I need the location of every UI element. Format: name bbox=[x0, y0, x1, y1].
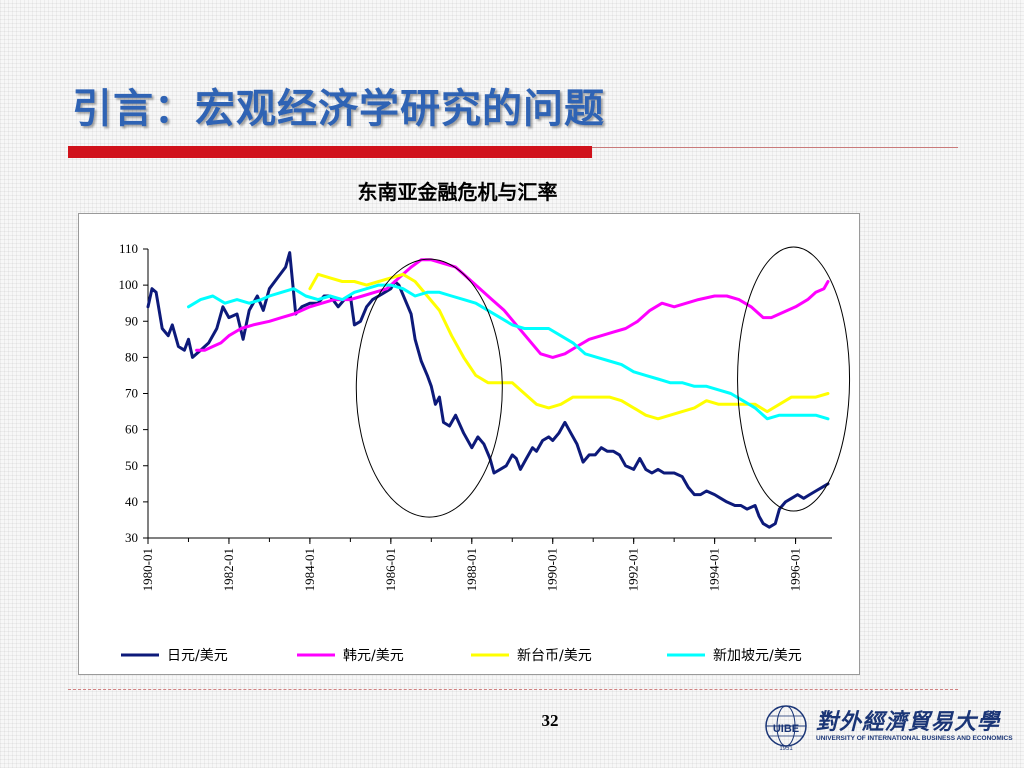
x-tick-label: 1980-01 bbox=[140, 548, 155, 591]
y-tick-label: 110 bbox=[119, 241, 138, 256]
footer-divider bbox=[68, 689, 958, 690]
emblem-year: 1951 bbox=[779, 746, 793, 752]
series-line-1 bbox=[195, 258, 830, 359]
y-tick-label: 50 bbox=[125, 458, 138, 473]
page-number: 32 bbox=[541, 711, 559, 730]
slide-title: 引言：宏观经济学研究的问题 bbox=[72, 86, 605, 132]
x-tick-label: 1990-01 bbox=[545, 548, 560, 591]
x-tick-label: 1994-01 bbox=[707, 548, 722, 591]
university-logo: UIBE 1951 對外經濟貿易大學 UNIVERSITY OF INTERNA… bbox=[760, 702, 1013, 752]
y-tick-label: 30 bbox=[125, 530, 138, 545]
x-tick-label: 1984-01 bbox=[302, 548, 317, 591]
chart-container: 110 100 90 80 70 60 50 40 30 1980-01 1982-01 1984-0… bbox=[78, 213, 860, 675]
y-tick-label: 60 bbox=[125, 422, 138, 437]
x-tick-label: 1992-01 bbox=[626, 548, 641, 591]
legend-label-0: 日元/美元 bbox=[167, 648, 228, 664]
series-line-0 bbox=[146, 251, 830, 529]
x-tick-label: 1986-01 bbox=[383, 548, 398, 591]
annotation-ellipse-1986 bbox=[355, 258, 503, 518]
x-tick-label: 1982-01 bbox=[221, 548, 236, 591]
legend-label-2: 新台币/美元 bbox=[517, 648, 592, 664]
legend-label-1: 韩元/美元 bbox=[343, 648, 404, 664]
series-line-2 bbox=[308, 272, 830, 421]
logo-name-en: UNIVERSITY OF INTERNATIONAL BUSINESS AND… bbox=[816, 735, 1013, 742]
globe-emblem-icon: UIBE 1951 bbox=[765, 705, 807, 752]
x-tick-label: 1996-01 bbox=[788, 548, 803, 591]
y-tick-label: 40 bbox=[125, 494, 138, 509]
title-underline-bar bbox=[68, 146, 592, 158]
logo-name-cn: 對外經濟貿易大學 bbox=[816, 709, 1001, 735]
y-tick-label: 100 bbox=[119, 277, 139, 292]
y-tick-label: 70 bbox=[125, 386, 138, 401]
x-tick-label: 1988-01 bbox=[464, 548, 479, 591]
legend-label-3: 新加坡元/美元 bbox=[713, 648, 802, 664]
emblem-text: UIBE bbox=[773, 723, 799, 735]
y-tick-label: 80 bbox=[125, 349, 138, 364]
title-underline-line bbox=[592, 147, 958, 148]
series-line-3 bbox=[187, 283, 830, 421]
y-tick-label: 90 bbox=[125, 313, 138, 328]
annotation-ellipse-1996 bbox=[737, 246, 851, 512]
chart-title: 东南亚金融危机与汇率 bbox=[357, 180, 558, 204]
